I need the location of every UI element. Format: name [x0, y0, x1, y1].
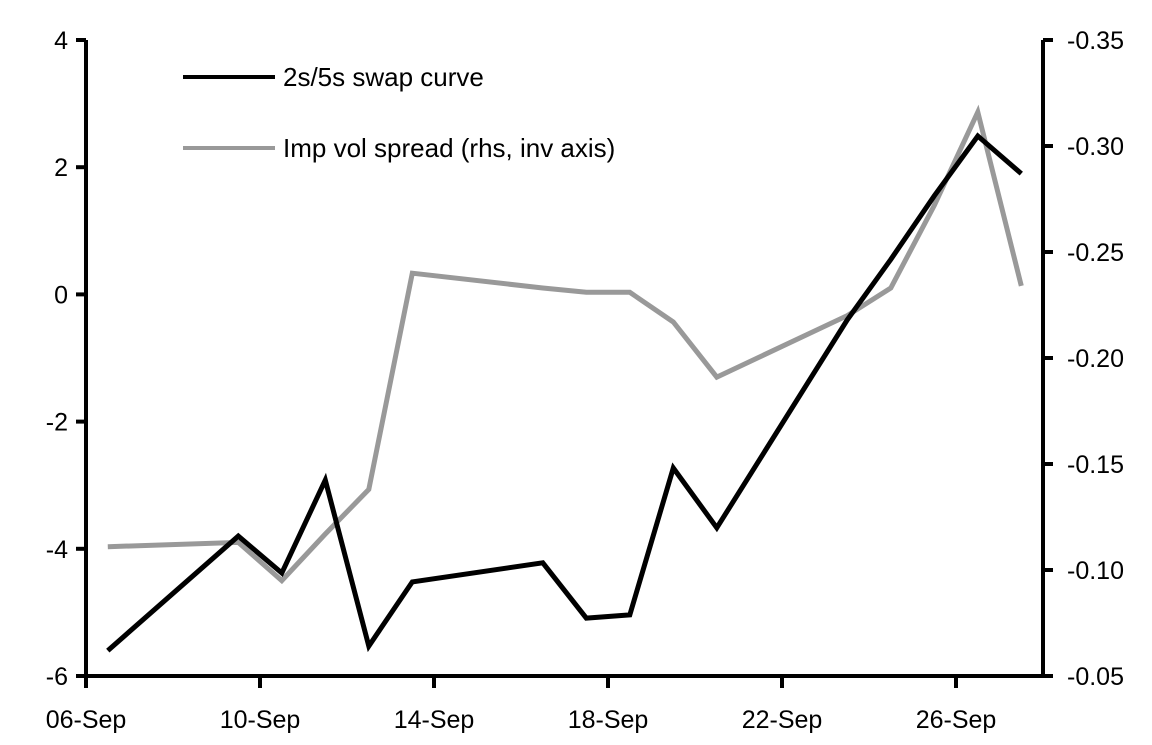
left-y-tick-label: -2 [46, 409, 68, 437]
x-tick-label: 18-Sep [568, 706, 649, 734]
left-y-tick-label: -4 [46, 536, 68, 564]
left-y-tick-label: 0 [54, 281, 68, 309]
imp-vol-spread-line [107, 104, 1024, 585]
legend-label-imp-vol-spread: Imp vol spread (rhs, inv axis) [283, 133, 615, 163]
x-tick-label: 06-Sep [46, 706, 127, 734]
axes: -6 -4 -2 0 2 4 -0.35 -0.30 -0.25 -0.20 -0.15 -0.10 -… [46, 27, 1124, 734]
x-tick-label: 22-Sep [742, 706, 823, 734]
left-y-tick-label: 4 [54, 27, 68, 55]
right-y-tick-label: -0.15 [1067, 451, 1124, 479]
series-lines [106, 104, 1024, 653]
x-tick-label: 26-Sep [916, 706, 997, 734]
right-y-tick-label: -0.10 [1067, 557, 1124, 585]
x-tick-label: 14-Sep [394, 706, 475, 734]
right-y-tick-label: -0.20 [1067, 345, 1124, 373]
left-y-tick-label: 2 [54, 154, 68, 182]
left-y-tick-label: -6 [46, 663, 68, 691]
x-tick-label: 10-Sep [220, 706, 301, 734]
legend-label-swap-curve: 2s/5s swap curve [283, 62, 484, 92]
legend: 2s/5s swap curve Imp vol spread (rhs, in… [183, 62, 615, 163]
right-y-tick-label: -0.05 [1067, 663, 1124, 691]
swap-curve-line [106, 132, 1023, 653]
right-y-tick-label: -0.30 [1067, 133, 1124, 161]
right-y-tick-label: -0.35 [1067, 27, 1124, 55]
right-y-tick-label: -0.25 [1067, 239, 1124, 267]
